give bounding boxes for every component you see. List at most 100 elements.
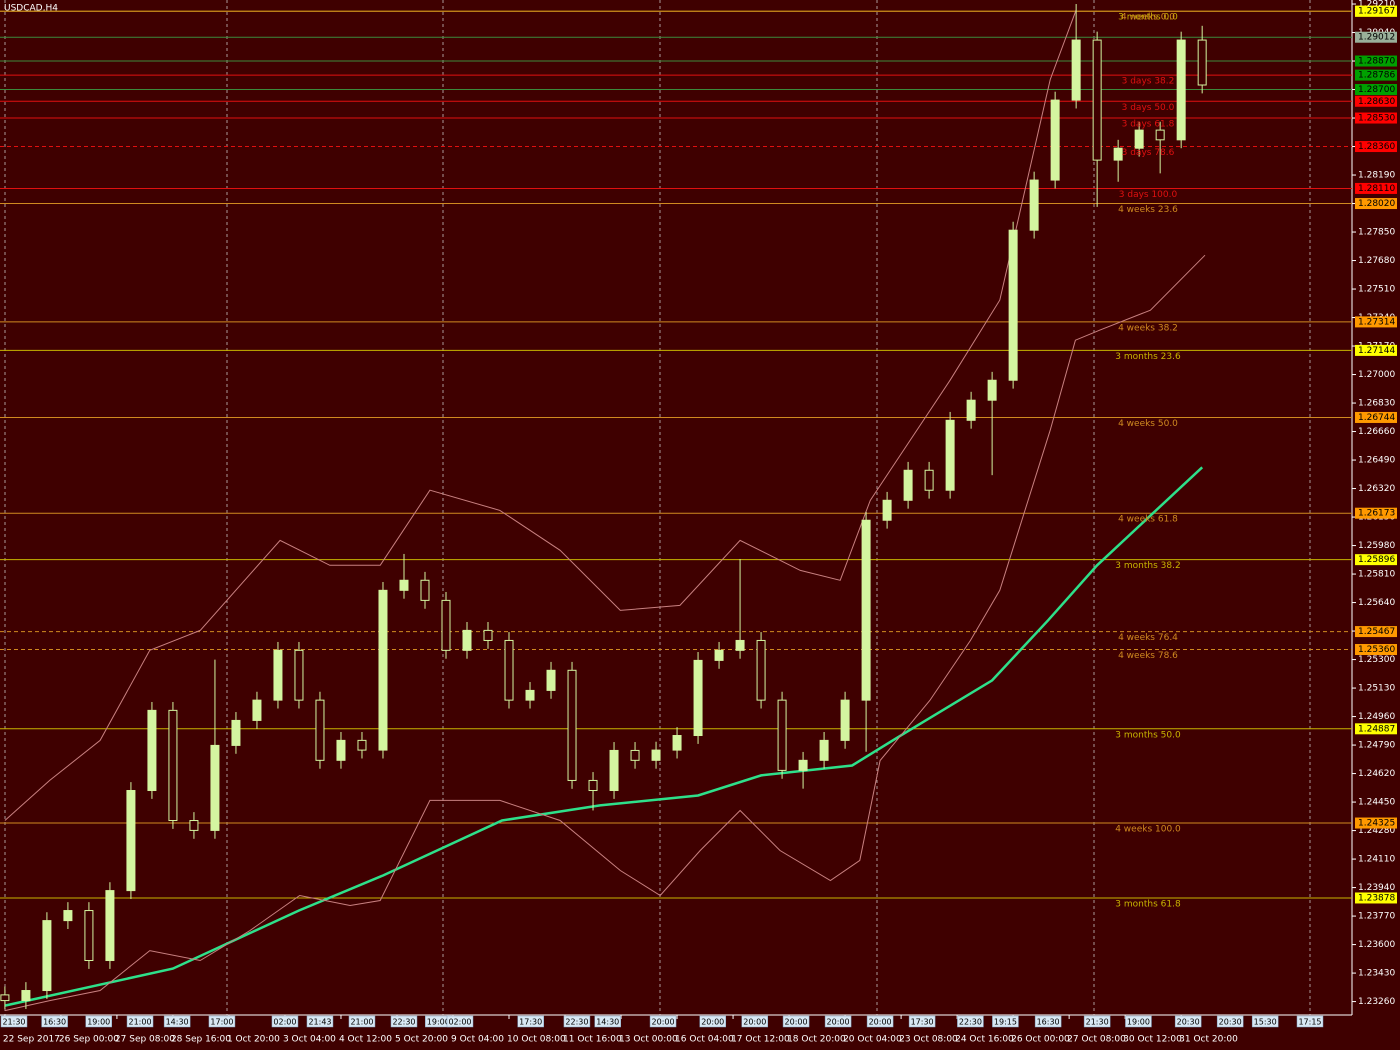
candle-body xyxy=(924,469,934,491)
price-box xyxy=(1355,817,1397,829)
time-marker-box xyxy=(348,1015,376,1028)
candle-body xyxy=(819,739,829,761)
price-box-label: 1.24887 xyxy=(1358,724,1395,734)
time-marker-label: 20:00 xyxy=(785,1018,808,1027)
candle-body xyxy=(1155,129,1165,141)
candle-body xyxy=(1050,99,1060,181)
time-marker-box xyxy=(126,1015,154,1028)
price-box-label: 1.28786 xyxy=(1358,71,1395,81)
candle-body xyxy=(210,744,220,831)
candle-body xyxy=(168,709,178,822)
time-marker-label: 19:00 xyxy=(427,1018,450,1027)
price-box xyxy=(1355,95,1397,107)
indicator-line xyxy=(4,254,1206,1012)
price-box xyxy=(1355,84,1397,96)
time-marker-label: 15:30 xyxy=(1254,1018,1277,1027)
level-label: 3 days 78.6 xyxy=(1122,148,1175,158)
time-marker-label: 20:30 xyxy=(1219,1018,1242,1027)
time-marker-label: 21:30 xyxy=(2,1018,25,1027)
candle-body xyxy=(0,994,10,1002)
x-tick-label: 27 Sep 08:00 xyxy=(115,1035,175,1045)
time-marker-label: 22:30 xyxy=(392,1018,415,1027)
time-marker-label: 22:30 xyxy=(565,1018,588,1027)
time-marker-label: 20:00 xyxy=(743,1018,766,1027)
time-marker-box xyxy=(563,1015,591,1028)
time-marker-box xyxy=(1083,1015,1111,1028)
candle-body xyxy=(84,910,94,962)
indicator-line xyxy=(4,466,1204,1007)
level-label: 3 months 61.8 xyxy=(1115,899,1181,909)
x-tick-label: 28 Sep 16:00 xyxy=(171,1035,231,1045)
level-label: 3 months 23.6 xyxy=(1115,352,1181,362)
y-tick-label: 1.26660 xyxy=(1358,427,1395,437)
time-marker-label: 21:30 xyxy=(1086,1018,1109,1027)
time-marker-label: 17:15 xyxy=(1298,1018,1321,1027)
level-label: 3 days 61.8 xyxy=(1122,120,1175,130)
price-box xyxy=(1355,55,1397,67)
candle-body xyxy=(147,709,157,792)
candle-body xyxy=(966,399,976,421)
time-marker-label: 20:00 xyxy=(869,1018,892,1027)
y-tick-label: 1.23600 xyxy=(1358,940,1395,950)
candle-body xyxy=(294,649,304,701)
candle-body xyxy=(1092,39,1102,161)
candle-body xyxy=(462,629,472,651)
candle-body xyxy=(357,739,367,751)
y-tick-label: 1.24620 xyxy=(1358,769,1395,779)
time-marker-label: 21:43 xyxy=(308,1018,331,1027)
level-label: 4 weeks 76.4 xyxy=(1118,633,1178,643)
candle-body xyxy=(420,579,430,601)
time-marker-box xyxy=(1296,1015,1324,1028)
time-marker-box xyxy=(992,1015,1019,1028)
candle-body xyxy=(231,719,241,746)
x-tick-label: 5 Oct 20:00 xyxy=(395,1035,448,1045)
candle-body xyxy=(777,699,787,771)
price-box-label: 1.27144 xyxy=(1358,346,1395,356)
candle-body xyxy=(1113,147,1123,161)
x-tick-label: 31 Oct 20:00 xyxy=(1179,1035,1238,1045)
price-box xyxy=(1355,31,1397,43)
time-marker-box xyxy=(271,1015,299,1028)
price-box xyxy=(1355,198,1397,210)
x-tick-label: 27 Oct 08:00 xyxy=(1067,1035,1126,1045)
price-box-label: 1.28110 xyxy=(1358,184,1395,194)
candle-body xyxy=(672,735,682,751)
candle-body xyxy=(378,589,388,751)
price-box xyxy=(1355,411,1397,423)
price-box-label: 1.25467 xyxy=(1358,627,1395,637)
y-tick-label: 1.24450 xyxy=(1358,798,1395,808)
time-marker-label: 16:30 xyxy=(1037,1018,1060,1027)
y-tick-label: 1.23430 xyxy=(1358,969,1395,979)
candle-body xyxy=(126,790,136,892)
x-tick-label: 11 Oct 16:00 xyxy=(563,1035,622,1045)
time-marker-label: 21:00 xyxy=(350,1018,373,1027)
level-label: 4 weeks 38.2 xyxy=(1118,323,1178,333)
time-marker-box xyxy=(594,1015,621,1028)
time-marker-box xyxy=(163,1015,191,1028)
level-label: 3 days 100.0 xyxy=(1119,190,1178,200)
candle-body xyxy=(588,779,598,792)
y-tick-label: 1.28190 xyxy=(1358,171,1395,181)
price-box xyxy=(1355,626,1397,638)
x-tick-label: 16 Oct 04:00 xyxy=(675,1035,734,1045)
time-marker-box xyxy=(957,1015,984,1028)
x-tick-label: 17 Oct 12:00 xyxy=(731,1035,790,1045)
candle-body xyxy=(63,910,73,922)
time-marker-label: 19:00 xyxy=(87,1018,110,1027)
time-marker-box xyxy=(0,1015,28,1028)
candle-body xyxy=(1071,39,1081,101)
price-box xyxy=(1355,344,1397,356)
level-label: 4 weeks 78.6 xyxy=(1118,651,1178,661)
candle-body xyxy=(21,990,31,1002)
y-tick-label: 1.27850 xyxy=(1358,228,1395,238)
candle-body xyxy=(630,749,640,761)
x-tick-label: 18 Oct 20:00 xyxy=(787,1035,846,1045)
time-marker-box xyxy=(1216,1015,1244,1028)
y-tick-label: 1.29210 xyxy=(1358,0,1395,10)
candle-body xyxy=(273,649,283,701)
x-tick-label: 30 Oct 12:00 xyxy=(1123,1035,1182,1045)
time-marker-label: 17:30 xyxy=(911,1018,934,1027)
time-marker-box xyxy=(85,1015,112,1028)
candle-body xyxy=(567,669,577,781)
price-box-label: 1.25360 xyxy=(1358,645,1395,655)
